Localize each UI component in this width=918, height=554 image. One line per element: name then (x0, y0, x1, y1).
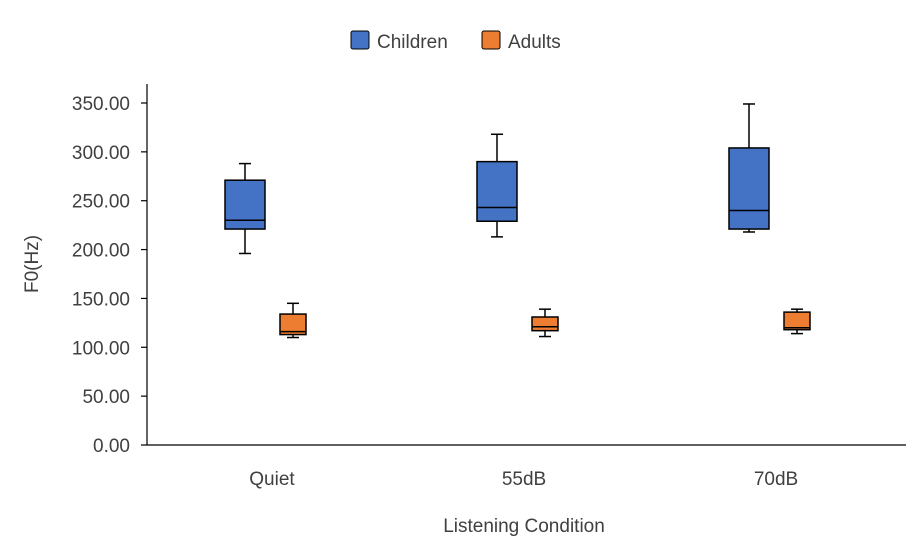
x-axis-ticks: Quiet 55dB 70dB (249, 469, 798, 490)
box-iqr (728, 147, 770, 230)
y-tick-label: 0.00 (93, 436, 130, 457)
legend-label-children: Children (377, 32, 448, 53)
box-iqr (224, 179, 266, 230)
box-iqr (476, 160, 518, 222)
legend-swatch-adults (481, 30, 501, 50)
box-plot-series (224, 103, 811, 339)
box-iqr (531, 316, 559, 332)
box-children-1 (476, 133, 518, 238)
x-axis-title: Listening Condition (443, 516, 605, 537)
y-tick-label: 100.00 (72, 338, 130, 359)
box-adults-2 (783, 308, 811, 335)
y-tick-label: 250.00 (72, 192, 130, 213)
x-tick-label: Quiet (249, 469, 295, 490)
y-axis-ticks: 0.00 50.00 100.00 150.00 200.00 250.00 300.00 3… (72, 94, 147, 457)
box-adults-0 (279, 302, 307, 339)
y-tick-label: 350.00 (72, 94, 130, 115)
y-tick-label: 200.00 (72, 241, 130, 262)
y-tick-label: 150.00 (72, 289, 130, 310)
box-children-0 (224, 162, 266, 255)
box-iqr (783, 311, 811, 331)
box-iqr (279, 313, 307, 336)
legend: Children Adults (350, 30, 561, 53)
box-adults-1 (531, 308, 559, 338)
y-tick-label: 300.00 (72, 143, 130, 164)
box-children-2 (728, 103, 770, 233)
y-axis-title: F0(Hz) (22, 235, 43, 293)
x-tick-label: 55dB (502, 469, 546, 490)
x-tick-label: 70dB (754, 469, 798, 490)
y-tick-label: 50.00 (82, 387, 130, 408)
legend-swatch-children (350, 30, 370, 50)
legend-label-adults: Adults (508, 32, 561, 53)
